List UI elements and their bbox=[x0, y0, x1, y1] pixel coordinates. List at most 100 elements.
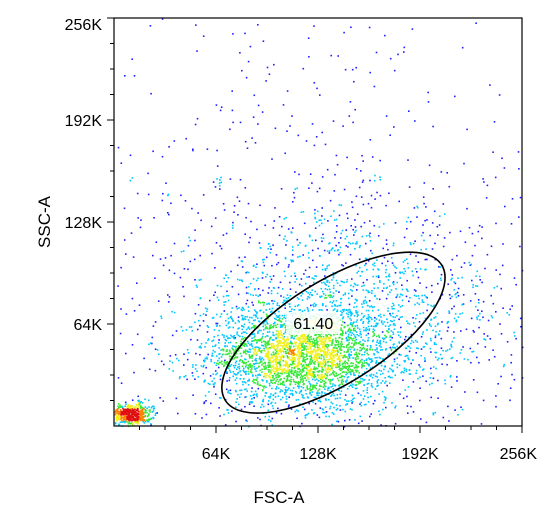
event-point bbox=[350, 313, 352, 316]
event-point bbox=[340, 345, 343, 347]
event-point bbox=[268, 343, 270, 346]
event-point bbox=[266, 335, 268, 337]
event-point bbox=[241, 309, 244, 312]
event-point bbox=[243, 345, 246, 347]
event-point bbox=[263, 264, 266, 267]
event-point bbox=[327, 366, 330, 369]
event-point bbox=[519, 245, 521, 248]
event-point bbox=[324, 268, 326, 270]
event-point bbox=[421, 333, 424, 335]
event-point bbox=[304, 356, 306, 359]
event-point bbox=[300, 374, 303, 377]
event-point bbox=[130, 232, 133, 234]
event-point bbox=[275, 356, 277, 359]
event-point bbox=[122, 408, 124, 410]
event-point bbox=[206, 308, 209, 310]
event-point bbox=[368, 357, 370, 359]
event-point bbox=[388, 192, 390, 195]
event-point bbox=[289, 288, 292, 290]
event-point bbox=[358, 334, 360, 337]
event-point bbox=[245, 286, 248, 289]
event-point bbox=[301, 422, 303, 425]
event-point bbox=[271, 387, 273, 390]
event-point bbox=[232, 121, 234, 124]
event-point bbox=[368, 26, 371, 29]
event-point bbox=[424, 294, 426, 297]
event-point bbox=[271, 339, 274, 341]
event-point bbox=[305, 379, 308, 382]
event-point bbox=[318, 348, 321, 351]
event-point bbox=[291, 352, 294, 355]
event-point bbox=[289, 347, 292, 350]
event-point bbox=[336, 377, 339, 380]
event-point bbox=[338, 214, 341, 217]
event-point bbox=[142, 413, 145, 416]
event-point bbox=[292, 352, 295, 354]
event-point bbox=[375, 361, 378, 363]
event-point bbox=[349, 371, 351, 373]
event-point bbox=[373, 325, 375, 328]
event-point bbox=[213, 294, 215, 296]
event-point bbox=[323, 374, 326, 377]
event-point bbox=[294, 275, 297, 277]
event-point bbox=[280, 188, 283, 190]
event-point bbox=[348, 327, 351, 330]
event-point bbox=[417, 347, 419, 350]
event-point bbox=[329, 405, 332, 408]
event-point bbox=[295, 371, 297, 374]
event-point bbox=[270, 324, 272, 326]
event-point bbox=[290, 310, 292, 313]
event-point bbox=[285, 375, 288, 378]
event-point bbox=[337, 420, 340, 423]
event-point bbox=[270, 354, 273, 357]
event-point bbox=[118, 424, 121, 426]
event-point bbox=[237, 393, 239, 396]
event-point bbox=[144, 408, 147, 411]
event-point bbox=[234, 354, 236, 357]
event-point bbox=[443, 237, 446, 239]
event-point bbox=[379, 413, 381, 416]
event-point bbox=[333, 373, 335, 376]
event-point bbox=[460, 330, 462, 332]
event-point bbox=[349, 408, 352, 410]
event-point bbox=[261, 385, 264, 387]
event-point bbox=[247, 351, 249, 353]
event-point bbox=[300, 390, 302, 393]
event-point bbox=[231, 90, 233, 92]
event-point bbox=[246, 271, 248, 273]
event-point bbox=[235, 342, 237, 344]
event-point bbox=[308, 266, 311, 269]
event-point bbox=[274, 371, 277, 373]
event-point bbox=[224, 359, 226, 362]
event-point bbox=[272, 379, 275, 381]
event-point bbox=[204, 359, 206, 362]
event-point bbox=[324, 348, 326, 350]
event-point bbox=[309, 346, 312, 348]
event-point bbox=[347, 365, 349, 368]
event-point bbox=[231, 347, 234, 350]
event-point bbox=[408, 323, 411, 325]
event-point bbox=[315, 334, 317, 336]
event-point bbox=[341, 281, 344, 283]
event-point bbox=[340, 390, 343, 392]
event-point bbox=[241, 344, 243, 347]
event-point bbox=[314, 385, 316, 387]
event-point bbox=[341, 354, 343, 357]
event-point bbox=[450, 386, 453, 388]
event-point bbox=[194, 123, 197, 126]
event-point bbox=[290, 275, 292, 277]
event-point bbox=[306, 387, 308, 389]
event-point bbox=[351, 369, 353, 371]
event-point bbox=[364, 296, 367, 298]
event-point bbox=[329, 296, 331, 299]
event-point bbox=[256, 395, 258, 398]
event-point bbox=[316, 293, 318, 295]
event-point bbox=[463, 358, 466, 360]
event-point bbox=[293, 380, 295, 383]
event-point bbox=[396, 315, 398, 317]
event-point bbox=[249, 45, 252, 48]
event-point bbox=[199, 353, 201, 356]
event-point bbox=[401, 316, 403, 318]
event-point bbox=[355, 365, 358, 367]
event-point bbox=[165, 182, 167, 184]
